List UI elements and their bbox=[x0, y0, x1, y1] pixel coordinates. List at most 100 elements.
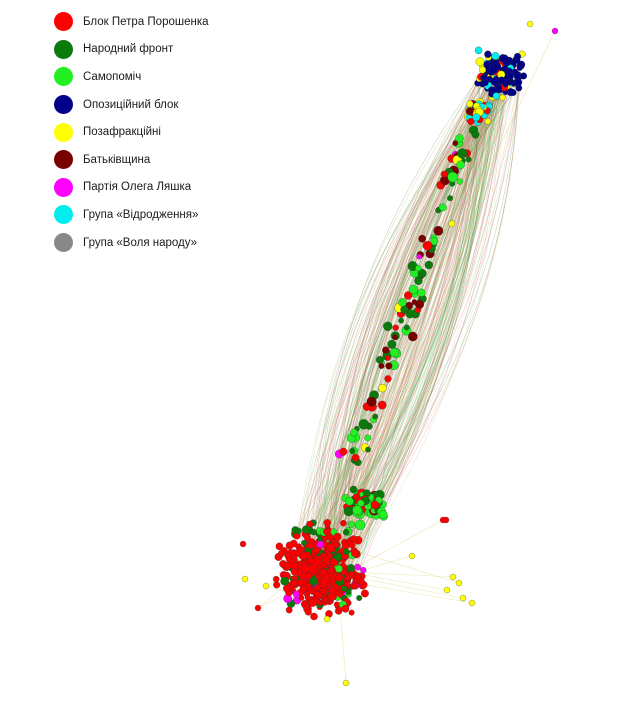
graph-edge bbox=[287, 30, 556, 588]
graph-edge bbox=[286, 74, 509, 567]
graph-node bbox=[358, 419, 369, 430]
graph-edge bbox=[317, 109, 475, 577]
graph-edge bbox=[312, 121, 472, 573]
graph-node bbox=[275, 542, 284, 551]
graph-edge bbox=[318, 109, 475, 570]
graph-edge bbox=[335, 106, 482, 588]
graph-edge bbox=[341, 69, 504, 594]
graph-node bbox=[277, 549, 286, 558]
graph-edge bbox=[313, 106, 477, 581]
graph-edge bbox=[326, 105, 490, 576]
legend-swatch-lyashko bbox=[54, 177, 73, 197]
graph-node bbox=[465, 107, 474, 116]
graph-node bbox=[352, 505, 362, 515]
legend-item-lyashko: Партія Олега Ляшка bbox=[54, 174, 209, 202]
graph-edge bbox=[329, 88, 500, 556]
graph-node bbox=[333, 601, 340, 608]
graph-edge bbox=[324, 83, 484, 600]
graph-node bbox=[415, 264, 422, 272]
graph-node bbox=[376, 356, 384, 364]
graph-node bbox=[440, 170, 448, 178]
graph-edge bbox=[313, 65, 500, 617]
graph-node bbox=[513, 72, 521, 81]
graph-edge bbox=[326, 66, 500, 573]
graph-node bbox=[323, 615, 331, 623]
graph-node bbox=[291, 579, 298, 586]
graph-node bbox=[241, 575, 249, 583]
graph-node bbox=[308, 598, 317, 607]
graph-node bbox=[526, 20, 534, 28]
graph-edge bbox=[294, 75, 489, 579]
graph-edge bbox=[319, 107, 484, 560]
graph-edge bbox=[330, 82, 519, 538]
legend-label-samopomich: Самопоміч bbox=[83, 70, 142, 83]
graph-node bbox=[326, 543, 335, 553]
graph-edge bbox=[309, 83, 484, 564]
graph-node bbox=[416, 253, 422, 260]
graph-node bbox=[365, 446, 371, 453]
graph-node bbox=[491, 52, 500, 60]
graph-edge bbox=[330, 67, 520, 596]
graph-edge bbox=[303, 112, 477, 572]
graph-node bbox=[280, 576, 290, 586]
graph-node bbox=[459, 594, 467, 602]
graph-edge bbox=[309, 57, 489, 582]
graph-node bbox=[417, 288, 426, 297]
graph-node bbox=[340, 585, 347, 592]
graph-node bbox=[398, 298, 407, 307]
legend-swatch-samopomich bbox=[54, 67, 73, 87]
graph-edge bbox=[321, 72, 492, 544]
graph-node bbox=[456, 160, 465, 170]
graph-edge bbox=[325, 75, 511, 589]
graph-edge bbox=[339, 62, 507, 609]
graph-node bbox=[322, 556, 331, 564]
graph-node bbox=[339, 447, 348, 456]
graph-node bbox=[333, 552, 342, 561]
graph-node bbox=[408, 331, 418, 342]
graph-node bbox=[285, 606, 293, 614]
graph-node bbox=[301, 564, 310, 574]
graph-node bbox=[513, 52, 522, 61]
graph-edge bbox=[300, 105, 477, 554]
graph-node bbox=[348, 609, 355, 616]
graph-node bbox=[465, 156, 472, 163]
legend-label-nf: Народний фронт bbox=[83, 43, 174, 56]
graph-edge bbox=[353, 572, 448, 591]
graph-node bbox=[372, 413, 379, 420]
graph-edge bbox=[293, 79, 487, 544]
edge-layer bbox=[257, 30, 556, 684]
graph-node bbox=[443, 586, 451, 594]
graph-node bbox=[315, 591, 324, 599]
graph-node bbox=[492, 92, 500, 100]
graph-node bbox=[520, 72, 528, 80]
graph-node bbox=[366, 396, 377, 407]
legend-swatch-volia-narodu bbox=[54, 233, 73, 253]
graph-node bbox=[347, 520, 356, 528]
graph-node bbox=[350, 535, 357, 543]
legend-swatch-bpp bbox=[54, 12, 73, 32]
graph-edge bbox=[290, 80, 496, 569]
graph-node bbox=[385, 362, 393, 370]
graph-edge bbox=[319, 59, 517, 563]
graph-node bbox=[291, 561, 299, 570]
graph-edge bbox=[335, 72, 501, 546]
graph-edge bbox=[300, 70, 496, 550]
graph-node bbox=[449, 573, 457, 581]
graph-node bbox=[305, 595, 311, 601]
legend-item-opoblok: Опозиційний блок bbox=[54, 91, 209, 119]
graph-node bbox=[335, 564, 343, 573]
graph-node bbox=[475, 57, 485, 67]
graph-node bbox=[349, 447, 356, 455]
graph-edge bbox=[330, 80, 491, 589]
graph-edge bbox=[322, 70, 484, 561]
graph-node bbox=[499, 94, 506, 101]
graph-node bbox=[355, 573, 362, 580]
graph-node bbox=[484, 50, 492, 58]
graph-node bbox=[314, 584, 321, 591]
graph-node bbox=[457, 148, 468, 159]
graph-node bbox=[335, 573, 344, 582]
graph-node bbox=[484, 118, 492, 125]
graph-node bbox=[403, 324, 410, 331]
graph-node bbox=[466, 100, 474, 108]
